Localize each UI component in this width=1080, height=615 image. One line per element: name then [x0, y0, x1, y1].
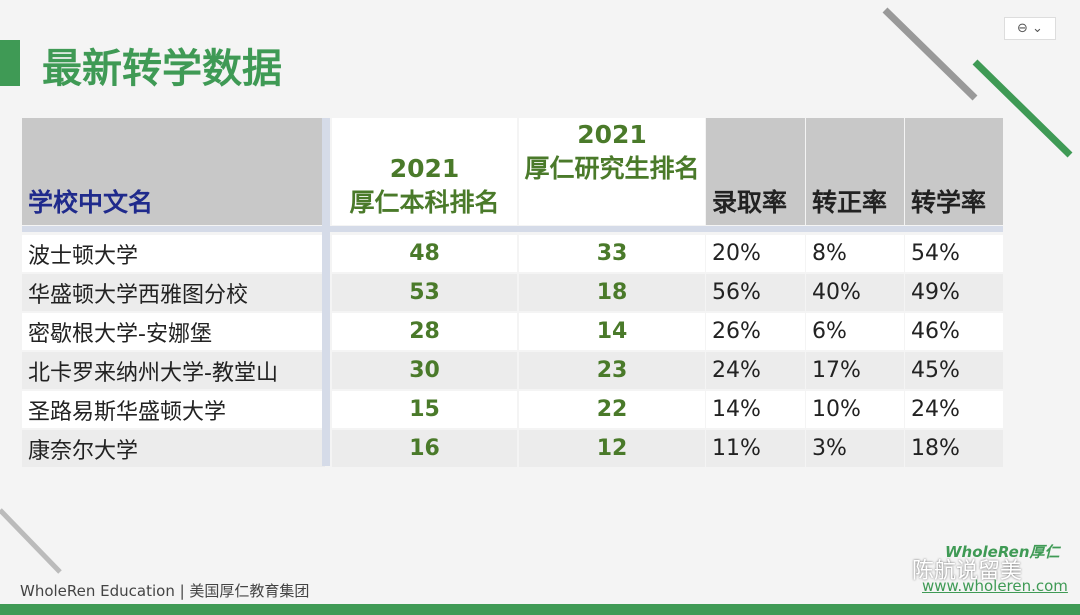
header-cell: 2021 厚仁研究生排名 [519, 118, 705, 225]
table-cell: 56% [706, 274, 805, 311]
table-cell: 30 [332, 352, 517, 389]
table-cell: 10% [806, 391, 904, 428]
table-cell: 18 [519, 274, 705, 311]
header-line: 转正率 [812, 188, 888, 217]
logo: WholeRen厚仁 [945, 543, 1060, 561]
header-cell: 2021 厚仁本科排名 [332, 118, 517, 225]
table-cell: 8% [806, 235, 904, 272]
table-cell: 康奈尔大学 [22, 430, 325, 467]
table-cell: 华盛顿大学西雅图分校 [22, 274, 325, 311]
table-cell: 33 [519, 235, 705, 272]
table-cell: 密歇根大学-安娜堡 [22, 313, 325, 350]
table-cell: 17% [806, 352, 904, 389]
header-line: 2021 [389, 154, 460, 183]
table-cell: 49% [905, 274, 1003, 311]
table-cell: 46% [905, 313, 1003, 350]
header-line: 录取率 [712, 188, 788, 217]
header-line: 转学率 [911, 188, 987, 217]
column-rule [322, 118, 330, 466]
title-bar [0, 40, 20, 86]
header-cell: 录取率 [706, 118, 805, 225]
table-cell: 北卡罗来纳州大学-教堂山 [22, 352, 325, 389]
url: www.wholeren.com [922, 577, 1068, 595]
table-cell: 28 [332, 313, 517, 350]
table-cell: 15 [332, 391, 517, 428]
table-cell: 48 [332, 235, 517, 272]
table-cell: 45% [905, 352, 1003, 389]
table-cell: 14% [706, 391, 805, 428]
table-cell: 波士顿大学 [22, 235, 325, 272]
header-line: 厚仁本科排名 [349, 188, 500, 217]
table-cell: 53 [332, 274, 517, 311]
header-rule [22, 226, 1003, 232]
table-cell: 18% [905, 430, 1003, 467]
table-cell: 3% [806, 430, 904, 467]
table-cell: 54% [905, 235, 1003, 272]
table-cell: 20% [706, 235, 805, 272]
table-cell: 24% [706, 352, 805, 389]
link-dropdown[interactable]: ⊖ ⌄ [1004, 17, 1056, 40]
table-cell: 圣路易斯华盛顿大学 [22, 391, 325, 428]
table-cell: 22 [519, 391, 705, 428]
watermark: 陈航说留美 [912, 559, 1023, 584]
table-cell: 26% [706, 313, 805, 350]
table-cell: 11% [706, 430, 805, 467]
table-cell: 6% [806, 313, 904, 350]
table-cell: 24% [905, 391, 1003, 428]
table-cell: 40% [806, 274, 904, 311]
table-cell: 16 [332, 430, 517, 467]
table-cell: 23 [519, 352, 705, 389]
header-line: 学校中文名 [28, 188, 154, 217]
title: 最新转学数据 [42, 46, 282, 92]
header-cell: 转正率 [806, 118, 904, 225]
header-cell: 学校中文名 [22, 118, 325, 225]
table-cell: 14 [519, 313, 705, 350]
header-line: 厚仁研究生排名 [524, 154, 700, 183]
table-cell: 12 [519, 430, 705, 467]
footer-text: WholeRen Education | 美国厚仁教育集团 [20, 582, 310, 600]
header-cell: 转学率 [905, 118, 1003, 225]
header-line: 2021 [577, 120, 647, 149]
